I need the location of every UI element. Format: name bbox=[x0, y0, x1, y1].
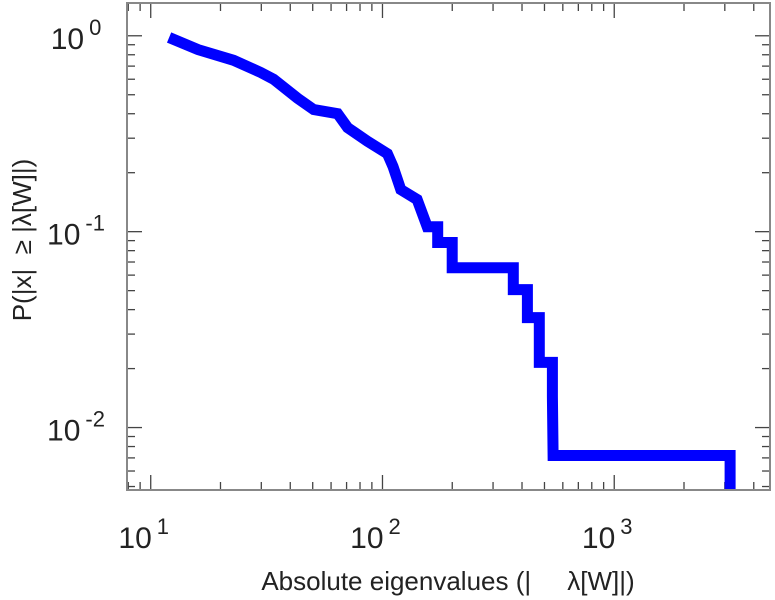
x-tick-label: 10 3 bbox=[582, 514, 633, 555]
x-axis-label: Absolute eigenvalues (| λ[W]|) bbox=[261, 566, 634, 596]
tick-label-base: 10 bbox=[350, 522, 383, 555]
tick-label-base: 10 bbox=[582, 522, 615, 555]
series-line-ccdf bbox=[166, 32, 736, 490]
tick-label-exponent: -1 bbox=[85, 211, 105, 236]
y-tick-label: 10 -1 bbox=[47, 211, 105, 252]
x-tick-label: 10 2 bbox=[350, 514, 401, 555]
series-layer bbox=[166, 32, 736, 490]
tick-label-exponent: 2 bbox=[389, 514, 401, 539]
axis-ticks bbox=[127, 3, 770, 490]
y-tick-label: 10 -2 bbox=[47, 407, 105, 448]
y-axis-label: P(|x| ≥ |λ[W]|) bbox=[7, 159, 37, 322]
y-tick-label: 10 0 bbox=[51, 15, 102, 56]
tick-label-exponent: -2 bbox=[85, 407, 105, 432]
tick-label-base: 10 bbox=[47, 415, 80, 448]
tick-label-exponent: 3 bbox=[620, 514, 632, 539]
tick-labels: 10 1 10 2 10 310 010 -110 -2 bbox=[47, 15, 633, 555]
tick-label-base: 10 bbox=[51, 23, 84, 56]
plot-frame bbox=[126, 2, 771, 491]
x-tick-label: 10 1 bbox=[118, 514, 169, 555]
tick-label-exponent: 1 bbox=[157, 514, 169, 539]
tick-label-base: 10 bbox=[118, 522, 151, 555]
tick-label-exponent: 0 bbox=[89, 15, 101, 40]
tick-label-base: 10 bbox=[47, 219, 80, 252]
